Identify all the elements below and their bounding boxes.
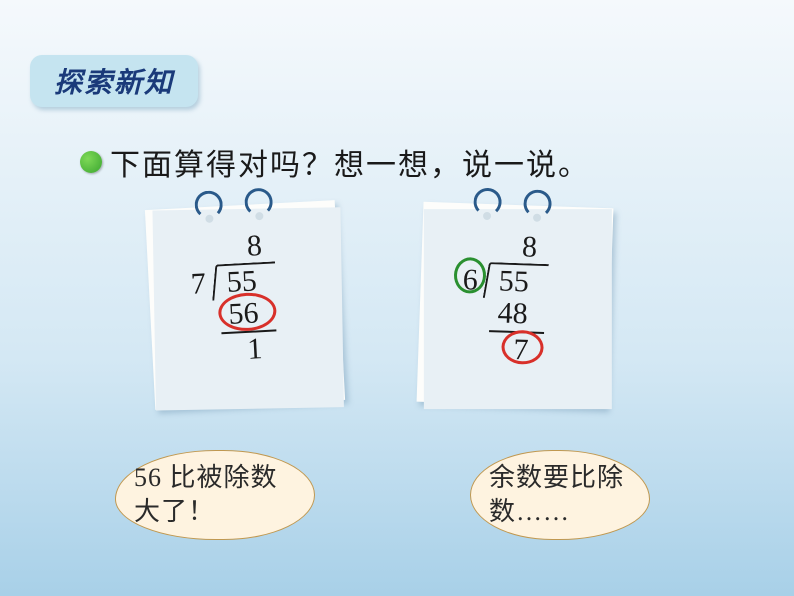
question-row: 下面算得对吗？想一想，说一说。 xyxy=(80,140,590,184)
notepad-2: 8 6 55 48 7 xyxy=(417,202,614,409)
title-badge: 探索新知 xyxy=(30,55,198,107)
ring-hole xyxy=(533,214,541,222)
divisor-circle-2 xyxy=(453,257,486,294)
bullet-dot-icon xyxy=(80,151,102,173)
quotient-2: 8 xyxy=(521,230,537,264)
error-circle-2 xyxy=(501,330,544,365)
subtrahend-2: 48 xyxy=(497,296,528,330)
divisor-1: 7 xyxy=(190,267,207,301)
notepad-1: 8 7 55 56 1 xyxy=(145,200,345,410)
speech-bubble-1: 56 比被除数大了！ xyxy=(115,450,315,540)
quotient-1: 8 xyxy=(246,229,263,263)
title-text: 探索新知 xyxy=(54,68,174,99)
question-text: 下面算得对吗？想一想，说一说。 xyxy=(110,140,590,184)
ring-hole xyxy=(483,212,491,220)
remainder-1: 1 xyxy=(246,332,263,366)
speech-text-2: 余数要比除数…… xyxy=(489,463,624,526)
dividend-2: 55 xyxy=(498,264,529,298)
speech-bubble-2: 余数要比除数…… xyxy=(470,450,650,540)
speech-text-1: 56 比被除数大了！ xyxy=(134,463,278,526)
ring-hole xyxy=(255,212,263,220)
ring-hole xyxy=(205,215,213,223)
